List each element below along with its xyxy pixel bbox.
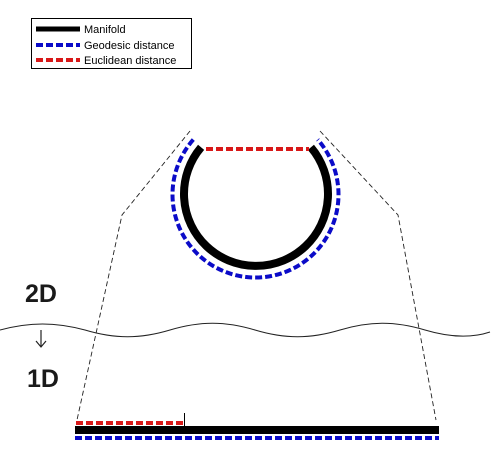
right-projection-guide bbox=[319, 130, 437, 421]
left-projection-guide bbox=[76, 130, 191, 421]
circle-manifold bbox=[180, 144, 332, 270]
label-1d: 1D bbox=[27, 365, 59, 393]
legend: Manifold Geodesic distance Euclidean dis… bbox=[31, 18, 192, 69]
legend-label-geodesic: Geodesic distance bbox=[84, 40, 175, 52]
legend-label-euclidean: Euclidean distance bbox=[84, 55, 176, 67]
down-arrow-icon bbox=[35, 330, 47, 348]
circle-geodesic-path bbox=[170, 138, 341, 280]
dimension-separator-wave bbox=[0, 322, 491, 338]
legend-label-manifold: Manifold bbox=[84, 24, 126, 36]
projection-guides bbox=[76, 130, 437, 421]
label-2d: 2D bbox=[25, 280, 57, 308]
